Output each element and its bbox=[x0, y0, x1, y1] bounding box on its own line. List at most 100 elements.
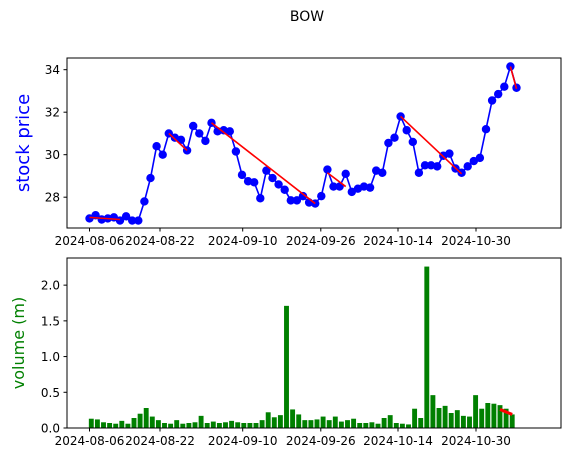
price-point bbox=[402, 126, 411, 135]
price-point bbox=[378, 168, 387, 177]
volume-x-tick-label: 2024-10-30 bbox=[441, 434, 511, 448]
volume-bar bbox=[308, 420, 314, 428]
price-point bbox=[152, 141, 161, 151]
price-point bbox=[256, 194, 265, 203]
volume-plot-area bbox=[67, 258, 561, 428]
volume-bar bbox=[253, 423, 259, 428]
volume-bar bbox=[448, 413, 454, 428]
price-trend-segment bbox=[400, 115, 463, 175]
volume-bar bbox=[271, 417, 277, 428]
volume-bar bbox=[296, 414, 302, 428]
volume-bar bbox=[265, 412, 271, 428]
price-point bbox=[268, 173, 277, 183]
volume-bar bbox=[320, 416, 326, 428]
price-y-tick-label: 30 bbox=[45, 148, 60, 162]
volume-x-tick-label: 2024-08-06 bbox=[55, 434, 125, 448]
volume-bar bbox=[326, 420, 332, 428]
volume-bar bbox=[491, 403, 497, 428]
volume-bar bbox=[101, 422, 106, 428]
volume-bar bbox=[277, 415, 283, 428]
price-trend-segment bbox=[168, 132, 188, 152]
price-point bbox=[195, 129, 204, 138]
price-point bbox=[475, 153, 485, 163]
price-point bbox=[494, 89, 503, 99]
chart-title: BOW bbox=[290, 9, 324, 25]
volume-bar bbox=[418, 418, 424, 428]
volume-bar bbox=[174, 420, 180, 428]
price-axis-label: stock price bbox=[13, 94, 34, 192]
volume-bar bbox=[143, 408, 149, 428]
volume-bar bbox=[497, 405, 503, 428]
price-trend-segment bbox=[326, 172, 347, 188]
price-point bbox=[262, 166, 271, 175]
price-point bbox=[292, 196, 302, 205]
volume-bar bbox=[284, 305, 289, 428]
volume-bar bbox=[149, 416, 155, 428]
price-point bbox=[365, 183, 375, 192]
volume-bar bbox=[460, 415, 466, 428]
volume-bar bbox=[216, 423, 222, 428]
volume-plot-frame bbox=[66, 257, 562, 429]
volume-bar bbox=[473, 395, 479, 428]
volume-bar bbox=[369, 422, 375, 428]
price-x-tick-label: 2024-09-26 bbox=[286, 234, 356, 248]
price-x-tick-label: 2024-10-14 bbox=[363, 234, 433, 248]
price-point bbox=[225, 127, 234, 136]
price-point bbox=[341, 169, 350, 179]
price-point bbox=[146, 173, 155, 183]
price-point bbox=[408, 137, 417, 147]
price-point bbox=[506, 62, 515, 71]
price-point bbox=[445, 149, 454, 158]
volume-bar bbox=[198, 415, 204, 428]
price-x-tick-label: 2024-08-06 bbox=[55, 234, 125, 248]
volume-bar bbox=[424, 266, 430, 428]
price-y-tick-label: 32 bbox=[45, 106, 60, 120]
volume-bar bbox=[479, 408, 485, 428]
volume-bar bbox=[229, 420, 235, 428]
volume-bar bbox=[94, 419, 100, 428]
volume-bar bbox=[131, 418, 137, 428]
volume-y-tick-label: 2.0 bbox=[41, 279, 60, 293]
volume-bar bbox=[107, 423, 113, 428]
price-plot-frame bbox=[66, 57, 562, 229]
volume-bar bbox=[302, 420, 308, 428]
price-x-tick-label: 2024-10-30 bbox=[441, 234, 511, 248]
volume-bar bbox=[204, 423, 210, 428]
price-point bbox=[414, 168, 424, 177]
price-point bbox=[390, 133, 399, 142]
volume-bar bbox=[485, 403, 491, 428]
price-point bbox=[323, 165, 332, 174]
volume-bar bbox=[235, 422, 241, 428]
price-trend-segment bbox=[211, 122, 316, 205]
price-point bbox=[481, 124, 491, 134]
volume-bar bbox=[332, 416, 338, 428]
volume-bar bbox=[387, 415, 393, 428]
volume-bar bbox=[247, 423, 253, 428]
volume-bar bbox=[88, 418, 94, 428]
volume-bar bbox=[345, 420, 350, 428]
price-point bbox=[298, 191, 308, 201]
volume-bar bbox=[168, 423, 174, 428]
price-point bbox=[231, 147, 241, 156]
volume-x-tick-label: 2024-08-22 bbox=[125, 434, 195, 448]
volume-bar bbox=[454, 410, 460, 428]
price-point bbox=[250, 178, 259, 187]
price-point bbox=[121, 212, 131, 221]
volume-bar bbox=[442, 405, 448, 428]
volume-bar bbox=[241, 423, 247, 428]
volume-bar bbox=[259, 420, 265, 428]
price-point bbox=[280, 185, 289, 194]
volume-x-tick-label: 2024-09-26 bbox=[286, 434, 356, 448]
price-point bbox=[420, 161, 430, 170]
volume-bar bbox=[375, 423, 381, 428]
price-point bbox=[329, 182, 338, 191]
volume-y-tick-label: 0.5 bbox=[41, 386, 60, 400]
price-point bbox=[115, 216, 125, 225]
price-point bbox=[189, 121, 198, 131]
volume-bar bbox=[290, 409, 296, 428]
volume-bar bbox=[351, 418, 357, 428]
price-point bbox=[128, 216, 137, 225]
price-panel: 28 30 32 34 2024-08-06 2024-08-22 2024-09-10 20… bbox=[13, 57, 562, 248]
price-point bbox=[463, 162, 472, 171]
